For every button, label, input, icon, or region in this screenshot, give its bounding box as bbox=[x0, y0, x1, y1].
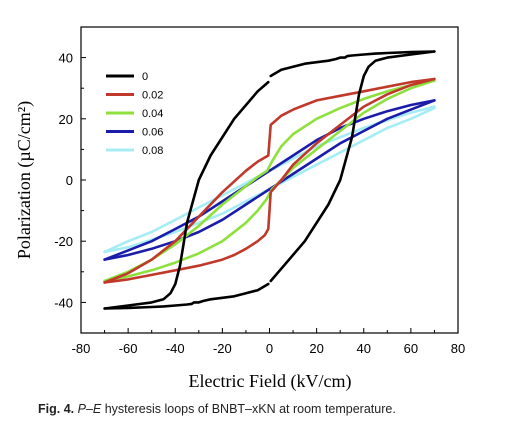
curve-0-lower bbox=[103, 80, 270, 310]
curve-004-upper bbox=[103, 79, 436, 283]
x-tick-label: -20 bbox=[213, 341, 232, 356]
y-tick-label: 0 bbox=[66, 173, 73, 188]
legend-label: 0.06 bbox=[142, 127, 163, 139]
plot-frame bbox=[80, 26, 459, 334]
caption-italic: P–E bbox=[77, 402, 102, 416]
y-tick-label: 20 bbox=[59, 112, 73, 127]
x-axis-label: Electric Field (kV/cm) bbox=[189, 371, 352, 392]
legend: 0 0.02 0.04 0.06 0.08 bbox=[106, 71, 163, 157]
x-tick-label: -60 bbox=[119, 341, 138, 356]
tick-labels: -80 -60 -40 -20 0 20 40 60 80 -40 -20 0 20 40 bbox=[54, 51, 465, 356]
x-tick-label: 0 bbox=[266, 341, 273, 356]
curve-0-upper2 bbox=[103, 282, 270, 310]
axis-ticks bbox=[80, 26, 459, 334]
legend-label: 0.08 bbox=[142, 145, 163, 157]
x-tick-label: 40 bbox=[357, 341, 371, 356]
x-tick-label: 80 bbox=[451, 341, 465, 356]
curve-0-upper bbox=[269, 50, 436, 283]
curves bbox=[103, 50, 436, 310]
x-tick-label: 60 bbox=[404, 341, 418, 356]
y-tick-label: -20 bbox=[54, 234, 73, 249]
curve-0-lower2 bbox=[269, 50, 436, 78]
caption-text: hysteresis loops of BNBT–xKN at room tem… bbox=[101, 402, 396, 416]
x-tick-label: -80 bbox=[72, 341, 91, 356]
legend-label: 0 bbox=[142, 71, 148, 83]
legend-label: 0.02 bbox=[142, 90, 163, 102]
x-tick-label: 20 bbox=[309, 341, 323, 356]
x-tick-label: -40 bbox=[166, 341, 185, 356]
y-axis-label: Polarization (µC/cm²) bbox=[14, 101, 35, 259]
curve-006-lower bbox=[103, 99, 436, 261]
y-tick-label: 40 bbox=[59, 51, 73, 66]
y-tick-label: -40 bbox=[54, 295, 73, 310]
caption-label: Fig. 4. bbox=[38, 402, 75, 416]
legend-label: 0.04 bbox=[142, 108, 163, 120]
curve-006-upper bbox=[103, 99, 436, 261]
figure-caption: Fig. 4. P–E hysteresis loops of BNBT–xKN… bbox=[38, 402, 498, 416]
